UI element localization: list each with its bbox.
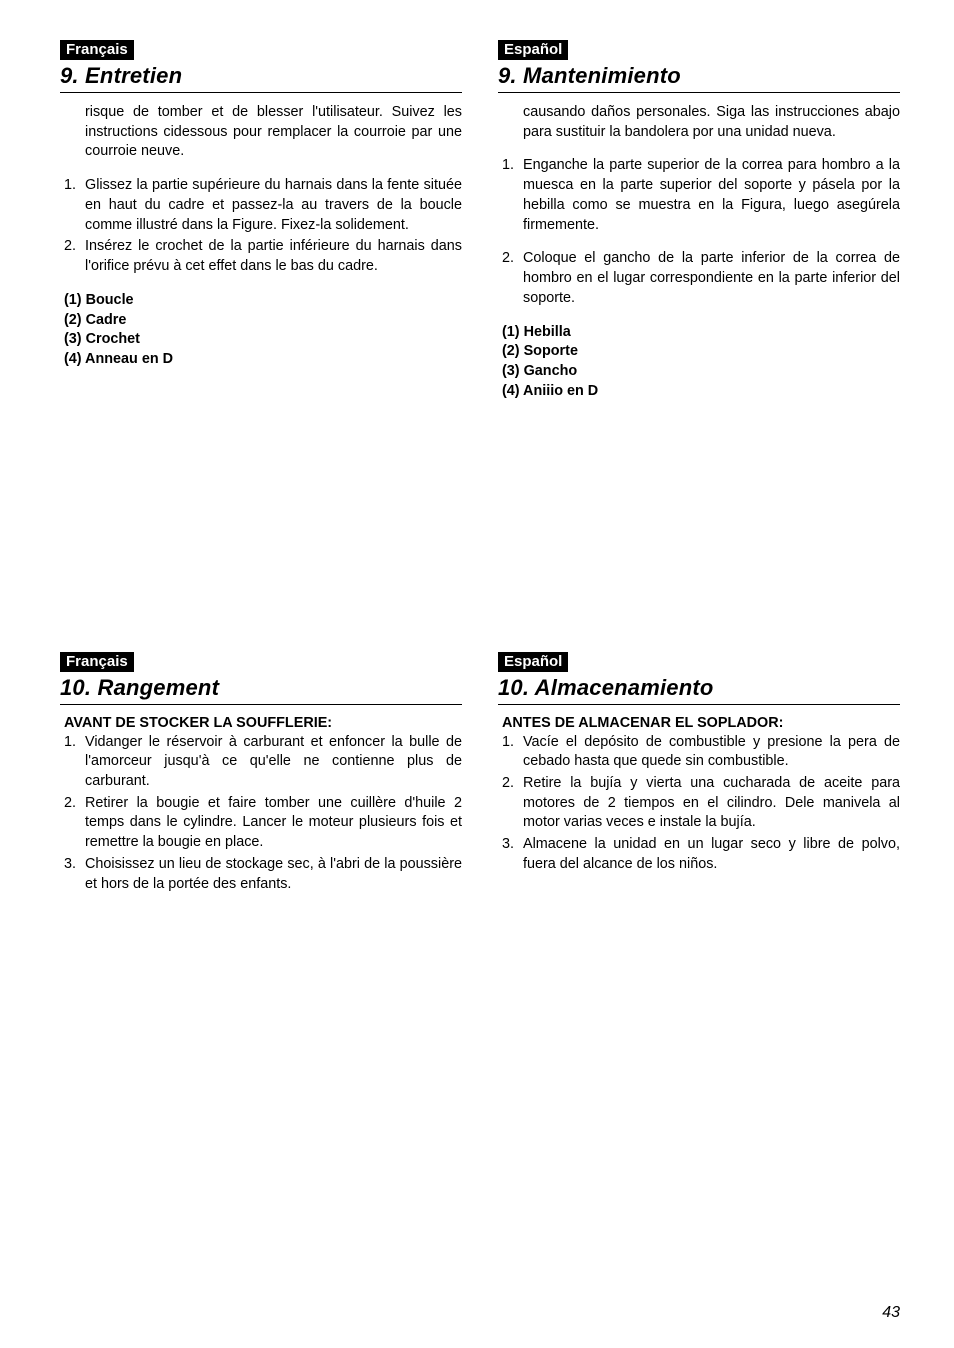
section-10-es-steps: Vacíe el depósito de combustible y presi…: [498, 733, 900, 875]
lang-tag-es: Español: [498, 40, 568, 60]
section-10: Français 10. Rangement AVANT DE STOCKER …: [60, 652, 900, 909]
list-item: Enganche la parte superior de la correa …: [498, 156, 900, 235]
list-item: Almacene la unidad en un lugar seco y li…: [498, 835, 900, 874]
section-9-es-steps: Enganche la parte superior de la correa …: [498, 156, 900, 308]
section-10-fr-column: Français 10. Rangement AVANT DE STOCKER …: [60, 652, 462, 909]
section-9-es-intro: causando daños personales. Siga las inst…: [498, 103, 900, 142]
section-9-es-column: Español 9. Mantenimiento causando daños …: [498, 40, 900, 402]
lang-tag-fr: Français: [60, 40, 134, 60]
section-10-fr-subhead: AVANT DE STOCKER LA SOUFFLERIE:: [60, 715, 462, 731]
section-10-es-subhead: ANTES DE ALMACENAR EL SOPLADOR:: [498, 715, 900, 731]
list-item: Glissez la partie supérieure du harnais …: [60, 176, 462, 235]
list-item: Vacíe el depósito de combustible y presi…: [498, 733, 900, 772]
section-9: Français 9. Entretien risque de tomber e…: [60, 40, 900, 402]
divider: [60, 704, 462, 705]
part-label: (3) Gancho: [502, 362, 900, 382]
list-item: Vidanger le réservoir à carburant et enf…: [60, 733, 462, 792]
section-9-fr-steps: Glissez la partie supérieure du harnais …: [60, 176, 462, 277]
page: Français 9. Entretien risque de tomber e…: [0, 0, 954, 1348]
part-label: (4) Aniiio en D: [502, 382, 900, 402]
section-9-fr-parts: (1) Boucle (2) Cadre (3) Crochet (4) Ann…: [60, 291, 462, 370]
part-label: (3) Crochet: [64, 330, 462, 350]
section-10-fr-steps: Vidanger le réservoir à carburant et enf…: [60, 733, 462, 895]
page-number: 43: [882, 1304, 900, 1322]
lang-tag-fr: Français: [60, 652, 134, 672]
list-item: Retirer la bougie et faire tomber une cu…: [60, 794, 462, 853]
section-10-es-column: Español 10. Almacenamiento ANTES DE ALMA…: [498, 652, 900, 909]
section-9-es-title: 9. Mantenimiento: [498, 63, 900, 89]
lang-tag-es: Español: [498, 652, 568, 672]
part-label: (2) Cadre: [64, 311, 462, 331]
section-9-fr-intro: risque de tomber et de blesser l'utilisa…: [60, 103, 462, 162]
section-9-fr-title: 9. Entretien: [60, 63, 462, 89]
part-label: (4) Anneau en D: [64, 350, 462, 370]
part-label: (2) Soporte: [502, 342, 900, 362]
section-10-es-title: 10. Almacenamiento: [498, 675, 900, 701]
part-label: (1) Boucle: [64, 291, 462, 311]
list-item: Insérez le crochet de la partie inférieu…: [60, 237, 462, 276]
vertical-gap: [60, 402, 900, 652]
list-item: Coloque el gancho de la parte inferior d…: [498, 249, 900, 308]
section-10-fr-title: 10. Rangement: [60, 675, 462, 701]
section-9-es-parts: (1) Hebilla (2) Soporte (3) Gancho (4) A…: [498, 323, 900, 402]
list-item: Choisissez un lieu de stockage sec, à l'…: [60, 855, 462, 894]
list-item: Retire la bujía y vierta una cucharada d…: [498, 774, 900, 833]
section-9-fr-column: Français 9. Entretien risque de tomber e…: [60, 40, 462, 402]
divider: [498, 704, 900, 705]
divider: [498, 92, 900, 93]
divider: [60, 92, 462, 93]
part-label: (1) Hebilla: [502, 323, 900, 343]
